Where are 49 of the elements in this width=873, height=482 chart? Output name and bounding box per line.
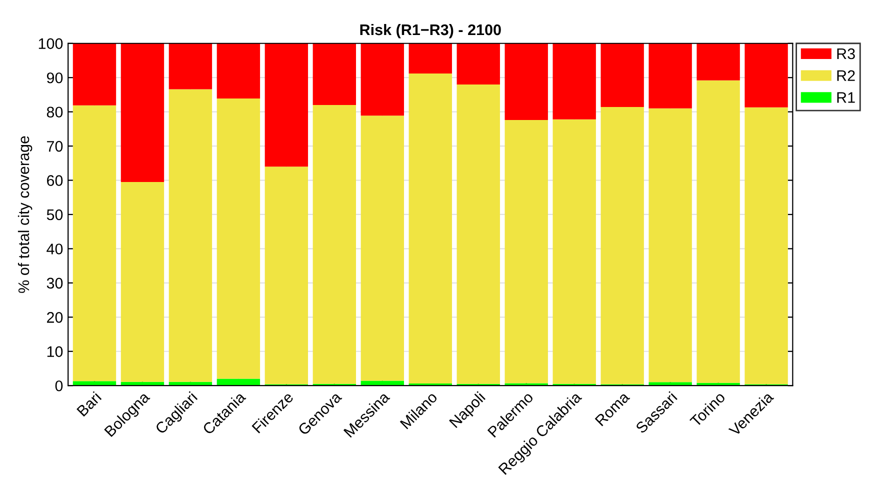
bar — [72, 381, 116, 386]
bar — [216, 378, 260, 386]
bar — [696, 80, 740, 383]
bar — [456, 43, 500, 84]
bar — [648, 108, 692, 382]
y-axis-title: % of total city coverage — [18, 136, 32, 293]
bar — [120, 43, 164, 182]
bar — [72, 105, 116, 382]
y-tick-label: 30 — [46, 278, 63, 289]
y-tick-label: 40 — [46, 244, 63, 254]
bar — [552, 43, 596, 120]
bar — [312, 43, 356, 105]
y-tick-label: 10 — [47, 346, 63, 358]
bar — [456, 84, 500, 384]
bar — [408, 73, 452, 384]
bar — [696, 43, 740, 80]
bar — [360, 43, 404, 116]
bar — [264, 43, 308, 167]
bar — [552, 119, 596, 384]
bar — [504, 43, 548, 120]
bar — [216, 98, 260, 379]
y-tick-label: 70 — [47, 140, 63, 152]
chart-title: Risk (R1−R3) - 2100 — [360, 24, 501, 38]
bar — [72, 43, 116, 106]
bar — [600, 107, 644, 384]
bar — [312, 104, 356, 384]
y-tick-label: 20 — [47, 312, 63, 323]
y-tick-label: 50 — [46, 209, 63, 220]
bar — [600, 43, 644, 108]
bar — [648, 43, 692, 108]
legend-label: R2 — [837, 70, 855, 81]
bar — [120, 182, 164, 382]
bar — [168, 89, 212, 382]
legend-label: R3 — [837, 48, 855, 60]
y-tick-label: 0 — [55, 380, 63, 392]
y-tick-label: 100 — [38, 38, 63, 50]
y-tick-label: 80 — [46, 106, 63, 118]
y-tick-label: 90 — [46, 72, 63, 84]
bar — [360, 116, 404, 381]
bar — [216, 43, 260, 98]
legend-label: R1 — [837, 92, 855, 103]
bar — [168, 43, 212, 90]
y-tick-label: 60 — [47, 175, 63, 186]
bar — [744, 107, 788, 384]
bar — [744, 43, 788, 108]
bar — [504, 120, 548, 384]
bar — [408, 43, 452, 74]
x-tick-label: Bari — [76, 391, 102, 417]
bar — [264, 166, 308, 384]
